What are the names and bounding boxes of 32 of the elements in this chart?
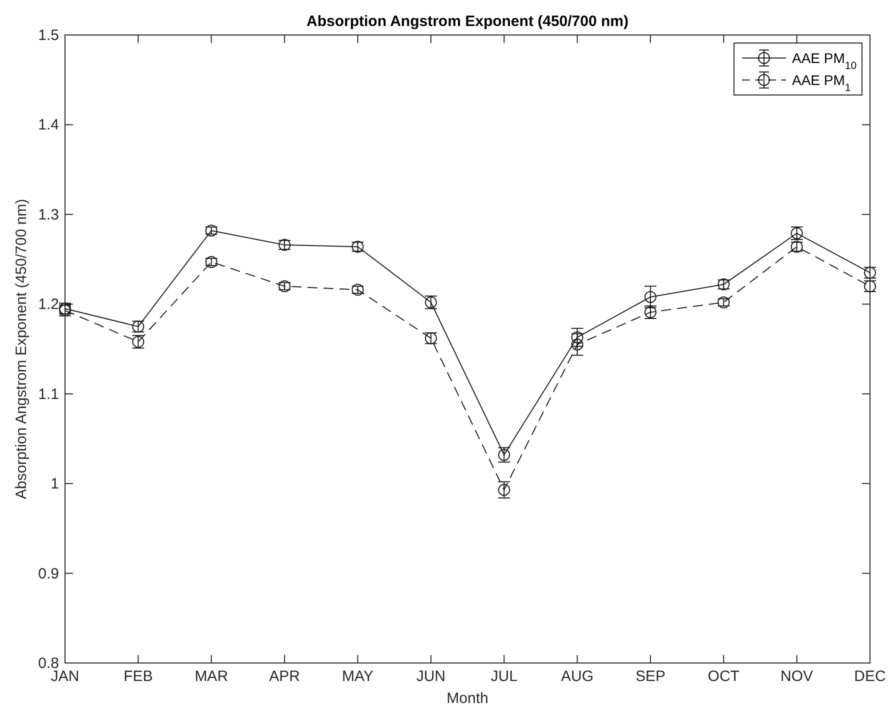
point bbox=[205, 256, 218, 268]
point bbox=[498, 484, 510, 496]
x-tick-label: JUL bbox=[490, 668, 518, 685]
point bbox=[571, 331, 584, 344]
point bbox=[644, 290, 656, 303]
point bbox=[352, 284, 364, 296]
x-tick-label: DEC bbox=[854, 668, 886, 685]
point bbox=[278, 280, 291, 292]
x-tick-label: MAY bbox=[342, 668, 374, 685]
y-axis-title: Absorption Angstrom Exponent (450/700 nm) bbox=[13, 198, 30, 500]
x-tick-label: MAR bbox=[194, 668, 228, 685]
y-tick-label: 0.9 bbox=[38, 565, 59, 582]
legend-label: AAE PM$_{1}$ bbox=[792, 72, 851, 94]
y-tick-label: 1.3 bbox=[38, 206, 59, 224]
x-tick-label: FEB bbox=[124, 668, 153, 685]
y-tick-label: 1.4 bbox=[38, 116, 59, 134]
x-tick-label: NOV bbox=[780, 668, 814, 685]
x-tick-label: APR bbox=[269, 668, 300, 685]
y-tick-label: 1.1 bbox=[38, 386, 59, 403]
x-tick-label: SEP bbox=[635, 668, 666, 685]
point bbox=[571, 338, 584, 351]
x-axis-title: Month bbox=[446, 690, 488, 707]
point bbox=[205, 224, 218, 237]
chart-title: Absorption Angstrom Exponent (450/700 nm) bbox=[306, 13, 628, 30]
y-tick-label: 1.5 bbox=[38, 27, 59, 44]
legend-label: AAE PM$_{10}$ bbox=[792, 50, 857, 72]
y-tick-label: 1 bbox=[50, 476, 59, 493]
x-tick-label: JUN bbox=[416, 668, 446, 685]
y-tick-label: 1.2 bbox=[38, 296, 59, 314]
x-tick-label: OCT bbox=[708, 668, 740, 685]
x-tick-label: AUG bbox=[561, 668, 594, 685]
point bbox=[718, 296, 730, 308]
